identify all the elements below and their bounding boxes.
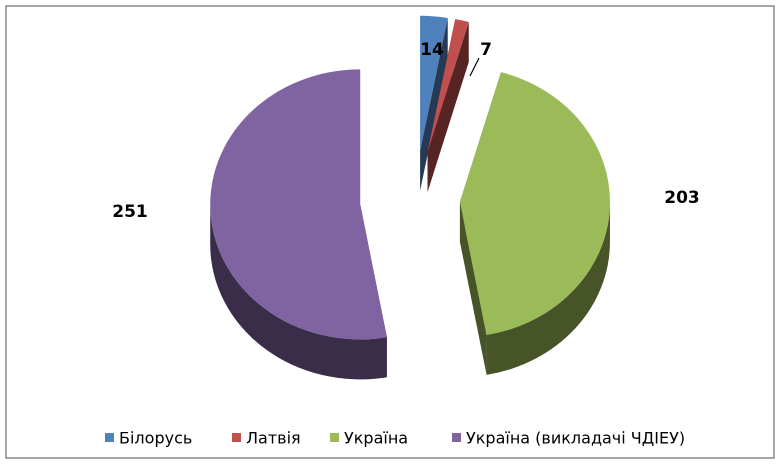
slice-face xyxy=(420,18,448,191)
slice-face xyxy=(427,21,469,192)
legend-label: Україна xyxy=(344,429,408,448)
slice xyxy=(459,72,610,335)
data-label: 14 xyxy=(420,40,444,60)
data-label: 251 xyxy=(112,202,148,222)
slice-face xyxy=(459,202,487,375)
legend-label: Україна (викладачі ЧДІЕУ) xyxy=(466,429,685,448)
slice-side xyxy=(486,202,610,375)
legend-label: Білорусь xyxy=(119,429,192,448)
leader-line xyxy=(469,57,480,77)
slice xyxy=(210,69,387,340)
slice xyxy=(427,19,469,152)
legend-swatch xyxy=(330,433,339,442)
legend-swatch xyxy=(232,433,241,442)
slice-side xyxy=(210,204,387,380)
legend-label: Латвія xyxy=(246,429,301,448)
data-label: 7 xyxy=(480,40,492,60)
legend-swatch xyxy=(452,433,461,442)
legend-swatch xyxy=(105,433,114,442)
slice xyxy=(420,15,448,151)
data-label: 203 xyxy=(664,188,700,208)
chart-frame xyxy=(5,5,775,459)
